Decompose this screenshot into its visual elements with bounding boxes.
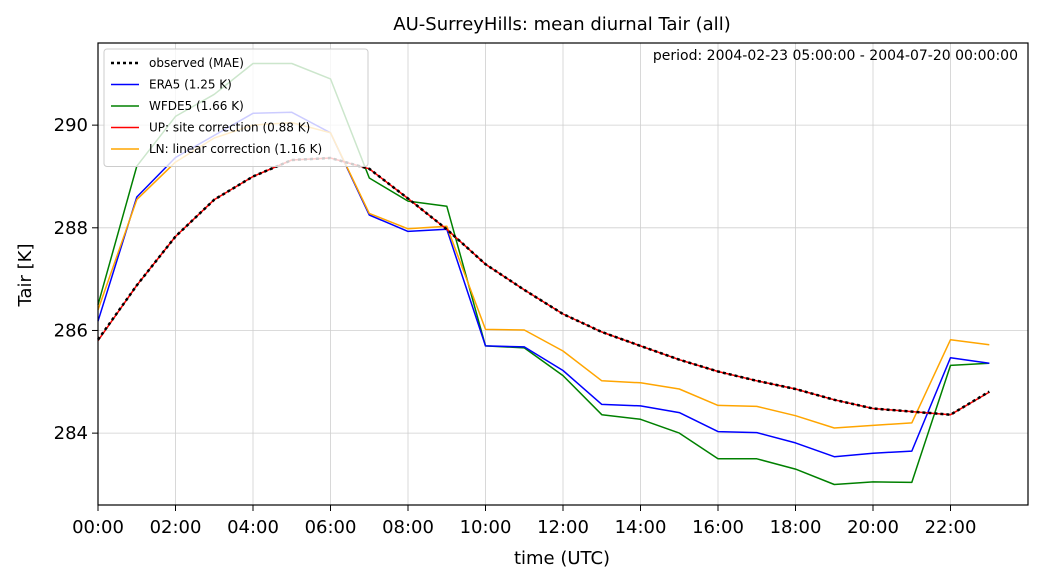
x-tick-label: 22:00 — [925, 517, 977, 538]
x-tick-label: 10:00 — [460, 517, 512, 538]
x-axis-label: time (UTC) — [514, 548, 610, 569]
x-tick-label: 14:00 — [615, 517, 667, 538]
y-tick-label: 284 — [54, 423, 88, 444]
series-line-0 — [96, 156, 990, 416]
x-tick-label: 18:00 — [770, 517, 822, 538]
y-tick-label: 286 — [54, 320, 88, 341]
x-axis: 00:00 02:00 04:00 06:00 08:00 10:00 12:00 14:00… — [72, 505, 976, 538]
y-axis-label: Tair [K] — [15, 243, 36, 307]
y-axis: 284 286 288 290 — [54, 115, 98, 444]
period-annotation: period: 2004-02-23 05:00:00 - 2004-07-20… — [653, 48, 1018, 64]
x-tick-label: 08:00 — [382, 517, 434, 538]
chart-title: AU-SurreyHills: mean diurnal Tair (all) — [393, 14, 730, 35]
legend-label-3: UP: site correction (0.88 K) — [149, 121, 310, 135]
legend-label-4: LN: linear correction (1.16 K) — [149, 142, 322, 156]
x-tick-label: 02:00 — [150, 517, 202, 538]
legend-label-2: WFDE5 (1.66 K) — [149, 99, 244, 113]
x-tick-label: 00:00 — [72, 517, 124, 538]
x-tick-label: 12:00 — [537, 517, 589, 538]
legend-label-0: observed (MAE) — [149, 56, 244, 70]
legend-label-1: ERA5 (1.25 K) — [149, 78, 232, 92]
x-tick-label: 20:00 — [847, 517, 899, 538]
y-tick-label: 290 — [54, 115, 88, 136]
x-tick-label: 06:00 — [305, 517, 357, 538]
x-tick-label: 16:00 — [692, 517, 744, 538]
x-tick-label: 04:00 — [227, 517, 279, 538]
legend: observed (MAE) ERA5 (1.25 K) WFDE5 (1.66 K… — [103, 48, 369, 167]
legend-box — [103, 48, 369, 167]
y-tick-label: 288 — [54, 218, 88, 239]
